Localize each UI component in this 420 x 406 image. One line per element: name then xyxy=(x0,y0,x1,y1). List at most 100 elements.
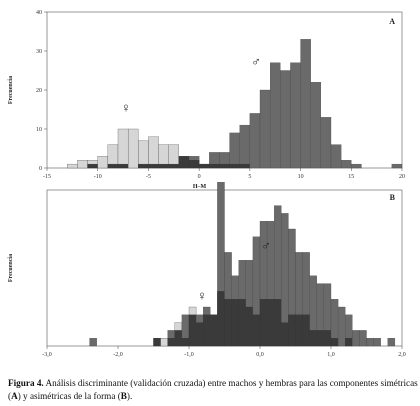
panel-b-bar-male xyxy=(373,338,381,347)
panel-b-bar-overlap xyxy=(266,299,275,347)
panel-b-bar-overlap xyxy=(323,330,332,347)
panel-a-bar-overlap xyxy=(148,163,159,169)
panel-a-male-symbol: ♂ xyxy=(251,54,261,69)
panel-b-bar-overlap xyxy=(174,330,183,347)
panel-a-bar-male xyxy=(391,163,403,169)
panel-b-bar-overlap xyxy=(245,306,254,347)
panel-a-bar-male xyxy=(239,124,251,169)
panel-b-bar-male xyxy=(387,338,396,347)
caption-label-a: A xyxy=(11,390,18,401)
panel-a-bar-overlap xyxy=(138,163,149,169)
panel-b-bar-overlap xyxy=(252,314,261,347)
panel-b-bar-male xyxy=(366,338,374,347)
panel-b-bar-overlap xyxy=(210,314,218,347)
panel-b-bar-male xyxy=(337,306,346,347)
caption-label-b: B xyxy=(120,390,127,401)
panel-a-frame xyxy=(46,11,403,169)
caption-text-3: ). xyxy=(126,390,133,401)
panel-b-y-axis-title: Frecuencia xyxy=(8,254,14,282)
panel-a-bar-male xyxy=(340,160,352,169)
panel-b-bar-overlap xyxy=(345,338,353,347)
panel-a-bar-overlap xyxy=(188,160,200,169)
panel-a-bar-male xyxy=(351,163,362,169)
panel-a-bar-male xyxy=(330,144,342,169)
panel-a-bar-male xyxy=(290,62,301,169)
panel-a-bar-female xyxy=(67,163,78,169)
panel-a-female-symbol: ♀ xyxy=(121,100,131,115)
caption-text-1: Análisis discriminante (validación cruza… xyxy=(8,378,418,401)
panel-a-x-tick-label: 10 xyxy=(298,174,304,180)
panel-a-y-tick-label: 10 xyxy=(36,127,42,133)
panel-a-bar-overlap xyxy=(209,163,220,169)
panel-a-x-axis-title: H–M xyxy=(193,184,207,190)
panel-b-male-symbol: ♂ xyxy=(261,238,271,253)
panel-b-bar-overlap xyxy=(217,291,225,347)
panel-b-bar-overlap xyxy=(281,322,289,347)
panel-a-y-tick-label: 0 xyxy=(39,166,42,172)
panel-a-bar-male xyxy=(259,89,271,169)
panel-b-bar-overlap xyxy=(316,330,325,347)
panel-b-bar-overlap xyxy=(259,299,268,347)
figure-caption: Figura 4. Análisis discriminante (valida… xyxy=(8,377,418,402)
panel-a-bar-male xyxy=(310,82,322,169)
panel-a-bar-overlap xyxy=(87,163,98,169)
panel-a-y-tick-label: 40 xyxy=(36,10,42,16)
panel-a-bar-overlap xyxy=(219,163,230,169)
panel-a-bar-overlap xyxy=(168,163,180,169)
panel-a-bar-male xyxy=(320,117,332,169)
panel-a-bar-overlap xyxy=(229,163,240,169)
panel-a-x-tick-label: 5 xyxy=(248,174,251,180)
panel-a-bar-female xyxy=(138,140,149,169)
panel-a-y-axis-title: Frecuencia xyxy=(8,76,14,104)
panel-b-label: B xyxy=(390,193,396,202)
panel-b-bar-overlap xyxy=(274,299,282,347)
panel-b-bar-overlap xyxy=(195,322,204,347)
panel-a-label: A xyxy=(389,17,395,26)
panel-a-bar-male xyxy=(229,132,240,169)
panel-b-bar-male xyxy=(359,330,367,347)
panel-b-bar-overlap xyxy=(224,299,232,347)
panel-a-bar-female xyxy=(77,160,88,169)
panel-b-x-tick-label: 2,0 xyxy=(398,352,406,358)
panel-b-bar-overlap xyxy=(167,338,175,347)
panel-a-y-tick-label: 20 xyxy=(36,88,42,94)
panel-a-bar-overlap xyxy=(107,163,119,169)
panel-a-bar-overlap xyxy=(117,163,129,169)
panel-b-bar-female xyxy=(160,338,168,347)
panel-b-x-tick-label: -2,0 xyxy=(113,352,123,358)
panel-b-bar-overlap xyxy=(238,299,246,347)
panel-a-bar-female xyxy=(148,136,159,169)
panel-b-x-tick-label: 0,0 xyxy=(256,352,264,358)
panel-b-bar-overlap xyxy=(181,338,190,347)
histogram-figure: -15 -10 -5 0 5 10 15 20 0 10 20 30 40 Frecuencia H–M A ♀… xyxy=(8,10,406,358)
panel-a-x-tick-label: 0 xyxy=(198,174,201,180)
panel-b-bar-overlap xyxy=(231,299,239,347)
panel-a-bar-male xyxy=(269,62,281,169)
panel-b-bar-overlap xyxy=(288,314,296,347)
panel-a-bar-overlap xyxy=(158,163,169,169)
panel-b-x-tick-label: -1,0 xyxy=(184,352,194,358)
caption-figure-label: Figura 4. xyxy=(8,378,44,388)
panel-b-female-symbol: ♀ xyxy=(197,288,207,303)
panel-a-bar-overlap xyxy=(239,163,251,169)
panel-a-bar-female xyxy=(127,128,139,169)
panel-a-bar-overlap xyxy=(178,156,190,169)
panel-b-x-tick-label: 1,0 xyxy=(327,352,335,358)
panel-a-bar-overlap xyxy=(198,163,210,169)
panel-a-x-tick-label: -5 xyxy=(146,174,151,180)
panel-a-bar-female xyxy=(117,128,129,169)
panel-b-bar-overlap xyxy=(153,338,161,347)
panel-a-x-tick-label: 15 xyxy=(348,174,354,180)
panel-b-bar-overlap xyxy=(188,314,197,347)
panel-a-x-tick-label: 20 xyxy=(399,174,405,180)
panel-a-x-tick-label: -15 xyxy=(43,174,51,180)
panel-a-y-tick-label: 30 xyxy=(36,49,42,55)
panel-b-bar-male xyxy=(352,330,360,347)
panel-b-x-tick-label: -3,0 xyxy=(42,352,52,358)
panel-a-bar-male xyxy=(249,113,261,169)
panel-a-x-tick-label: -10 xyxy=(94,174,102,180)
panel-a-bar-female xyxy=(97,156,109,169)
caption-text-2: ) y asimétricas de la forma ( xyxy=(17,390,121,401)
panel-b-bar-male xyxy=(89,338,97,347)
